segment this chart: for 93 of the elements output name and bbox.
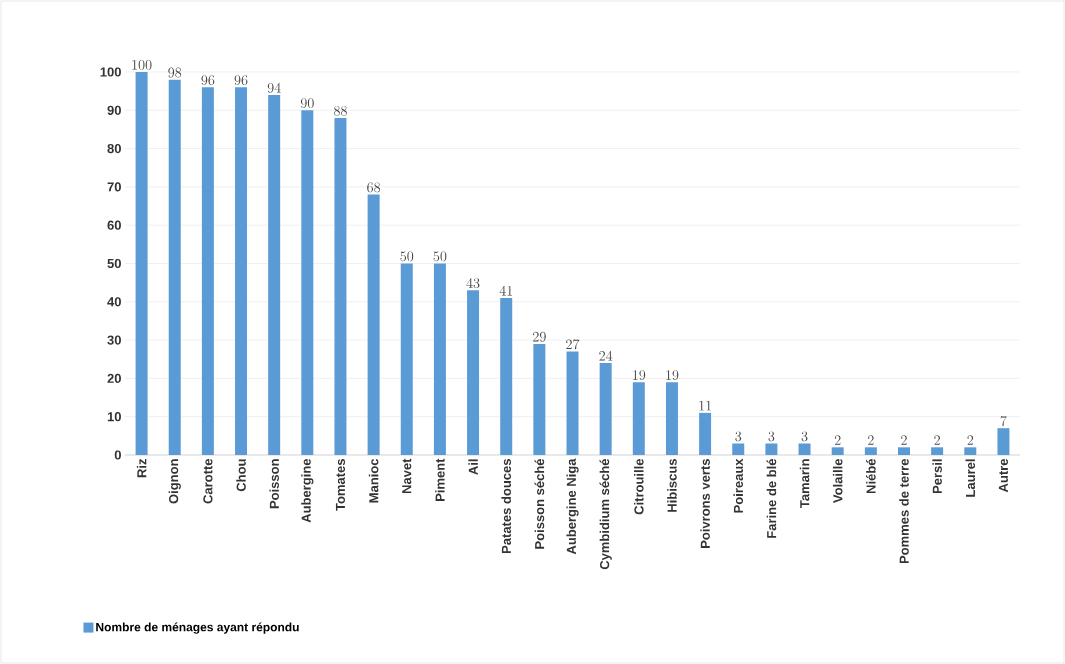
bar [235, 87, 248, 455]
data-label: 41 [499, 285, 513, 296]
x-tick-label: Autre [998, 458, 1008, 493]
data-label: 2 [967, 435, 974, 445]
data-label: 2 [868, 435, 874, 445]
x-tick-label: Farine de blé [766, 458, 777, 538]
x-tick-label: Hibiscus [667, 459, 677, 512]
x-tick-label: Poisson [269, 459, 279, 509]
bar [268, 94, 281, 455]
bar [566, 351, 579, 455]
x-tick-label: Laurel [965, 459, 976, 497]
data-label: 96 [234, 75, 248, 86]
bar [665, 382, 678, 455]
data-label: 11 [699, 400, 711, 411]
data-label: 19 [633, 370, 646, 380]
y-tick-label: 20 [107, 373, 121, 383]
legend-label: Nombre de ménages ayant répondu [96, 622, 299, 634]
bar [831, 447, 844, 455]
y-tick-label: 70 [107, 182, 121, 192]
data-label: 29 [533, 331, 546, 342]
bar [632, 382, 645, 455]
x-tick-label: Persil [932, 459, 942, 494]
y-tick-label: 60 [107, 220, 121, 230]
x-tick-label: Citrouille [634, 458, 644, 515]
bar [732, 443, 745, 455]
bar [964, 447, 977, 455]
bar [699, 412, 712, 455]
x-tick-label: Piment [435, 458, 445, 501]
bar [897, 447, 910, 455]
data-label: 24 [599, 350, 613, 361]
data-label: 50 [400, 251, 414, 262]
bar [931, 447, 944, 455]
data-label: 43 [466, 278, 480, 289]
x-tick-label: Chou [236, 459, 246, 492]
x-tick-label: Ail [468, 459, 478, 475]
data-label: 7 [1000, 415, 1007, 426]
bar [168, 79, 181, 455]
data-label: 98 [168, 67, 182, 78]
data-label: 27 [566, 339, 580, 350]
y-tick-label: 90 [107, 105, 121, 115]
data-label: 100 [132, 59, 152, 70]
y-tick-label: 40 [107, 297, 121, 307]
y-tick-label: 80 [107, 143, 121, 154]
data-label: 94 [267, 82, 281, 93]
bar [467, 290, 480, 455]
data-label: 3 [735, 431, 742, 442]
x-tick-label: Patates douces [501, 459, 511, 554]
x-tick-label: Oignon [168, 459, 181, 504]
bar [433, 263, 446, 455]
y-tick-label: 0 [114, 450, 121, 460]
data-label: 3 [801, 431, 808, 442]
x-tick-label: Poireaux [733, 458, 744, 513]
bar [400, 263, 413, 455]
x-tick-label: Tomates [335, 459, 346, 511]
x-tick-label: Aubergine [301, 458, 314, 523]
x-tick-label: Poisson séché [534, 458, 545, 549]
bar [533, 343, 546, 455]
bar [500, 297, 513, 455]
x-tick-label: Cymbidium séché [599, 458, 612, 570]
data-label: 2 [901, 435, 907, 445]
bar [765, 443, 778, 455]
x-tick-label: Aubergine Niga [566, 458, 579, 555]
y-tick-label: 100 [100, 67, 121, 77]
data-label: 3 [768, 431, 775, 442]
bar [367, 194, 380, 455]
y-tick-label: 30 [107, 335, 121, 345]
bar [201, 87, 214, 455]
y-tick-label: 50 [107, 258, 121, 269]
data-label: 68 [367, 182, 381, 193]
x-tick-label: Carotte [203, 458, 213, 504]
x-tick-label: Niébé [866, 458, 876, 494]
data-label: 88 [334, 105, 347, 116]
x-tick-label: Poivrons verts [700, 459, 710, 548]
bar [798, 443, 811, 455]
bar [135, 71, 148, 455]
x-tick-label: Navet [402, 458, 412, 494]
data-label: 90 [300, 98, 314, 109]
bar [864, 447, 877, 455]
bar [301, 110, 314, 455]
data-label: 19 [666, 370, 679, 380]
bar [599, 363, 612, 455]
data-label: 2 [934, 435, 940, 445]
bar [997, 428, 1010, 455]
x-tick-label: Riz [136, 458, 147, 478]
x-tick-label: Pommes de terre [899, 458, 909, 564]
x-tick-label: Volaille [832, 458, 843, 503]
bar [334, 117, 347, 455]
data-label: 2 [834, 435, 841, 445]
data-label: 50 [433, 251, 447, 262]
x-tick-label: Tamarin [799, 459, 810, 508]
y-tick-label: 10 [107, 412, 121, 422]
x-tick-label: Manioc [368, 458, 379, 503]
data-label: 96 [201, 75, 215, 86]
